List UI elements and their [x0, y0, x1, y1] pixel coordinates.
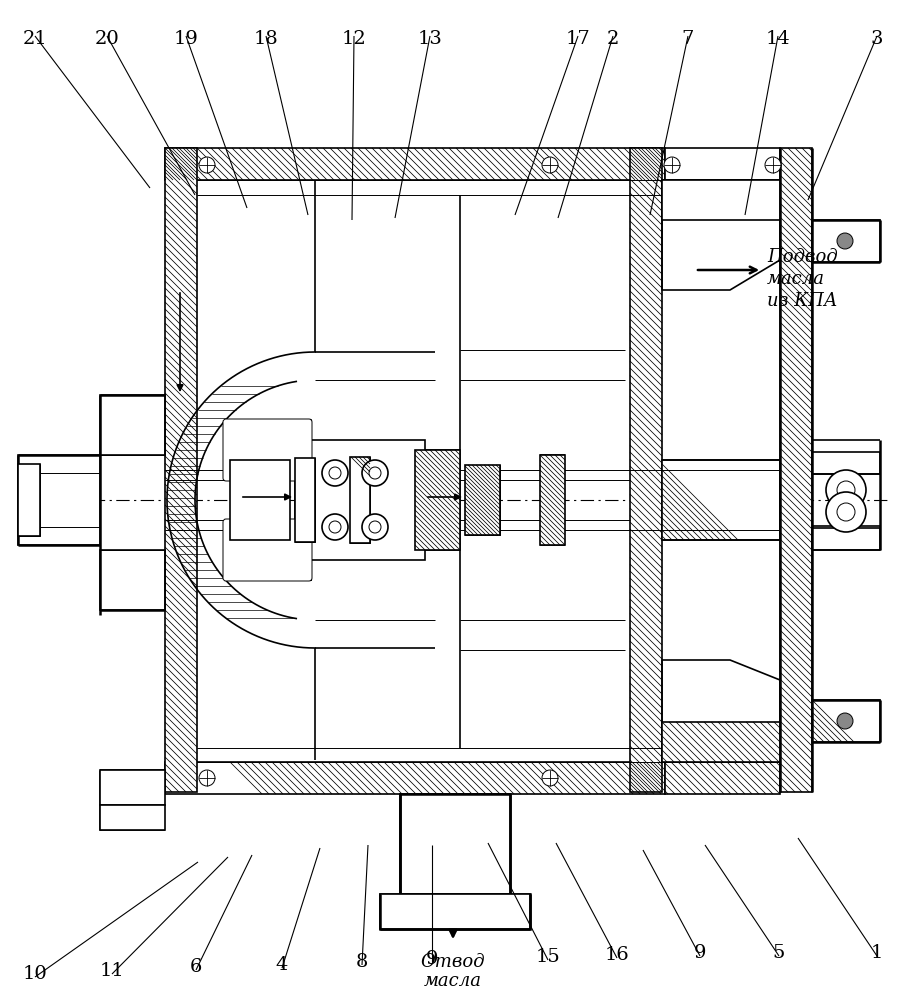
Bar [662, 180, 780, 220]
Text: 16: 16 [604, 946, 630, 964]
Text: 11: 11 [100, 962, 124, 980]
Text: 20: 20 [94, 30, 120, 48]
Circle shape [329, 521, 341, 533]
Circle shape [199, 770, 215, 786]
Circle shape [837, 713, 853, 729]
Circle shape [362, 460, 388, 486]
Circle shape [362, 514, 388, 540]
Bar [295, 458, 315, 542]
Bar [350, 457, 370, 543]
Circle shape [369, 521, 381, 533]
Text: 8: 8 [356, 953, 368, 971]
Bar [100, 550, 165, 610]
Text: 9: 9 [426, 950, 439, 968]
Bar [662, 460, 780, 540]
Bar [100, 770, 165, 805]
Text: 3: 3 [871, 30, 883, 48]
Bar [630, 148, 662, 792]
Bar [165, 762, 665, 794]
Text: Отвод: Отвод [420, 953, 486, 971]
FancyBboxPatch shape [223, 519, 312, 581]
Bar [18, 464, 40, 536]
Text: 7: 7 [682, 30, 694, 48]
Circle shape [837, 481, 855, 499]
Text: 18: 18 [254, 30, 278, 48]
Bar [295, 440, 425, 560]
Text: Подвод: Подвод [767, 248, 838, 266]
Bar [400, 794, 510, 894]
Bar [812, 452, 880, 474]
Text: 13: 13 [418, 30, 442, 48]
Text: 21: 21 [23, 30, 47, 48]
Bar [540, 455, 565, 545]
Text: 14: 14 [766, 30, 790, 48]
Bar [100, 395, 165, 455]
Text: 10: 10 [23, 965, 47, 983]
Text: 1: 1 [871, 944, 883, 962]
Bar [226, 420, 311, 480]
Bar [780, 148, 812, 792]
Circle shape [542, 770, 558, 786]
Text: 12: 12 [342, 30, 366, 48]
Text: 6: 6 [190, 958, 202, 976]
Text: масла: масла [767, 270, 825, 288]
Bar [165, 148, 665, 180]
Bar [812, 528, 880, 550]
Text: 4: 4 [275, 956, 288, 974]
Text: 19: 19 [174, 30, 198, 48]
Circle shape [837, 233, 853, 249]
Circle shape [837, 503, 855, 521]
Text: 9: 9 [694, 944, 707, 962]
Text: 5: 5 [773, 944, 786, 962]
Circle shape [329, 467, 341, 479]
Bar [226, 420, 311, 480]
Text: 15: 15 [535, 948, 561, 966]
Bar [18, 455, 100, 545]
Text: из КПА: из КПА [767, 292, 837, 310]
FancyBboxPatch shape [223, 419, 312, 481]
Bar [350, 457, 370, 543]
Bar [400, 794, 510, 894]
Bar [665, 762, 780, 794]
Circle shape [664, 157, 680, 173]
Bar [812, 700, 880, 742]
Circle shape [826, 470, 866, 510]
Bar [465, 465, 500, 535]
Bar [100, 805, 165, 830]
Circle shape [765, 157, 781, 173]
Bar [812, 220, 880, 262]
Bar [226, 520, 311, 580]
Bar [230, 460, 290, 540]
Bar [415, 450, 460, 550]
Bar [226, 520, 311, 580]
Circle shape [542, 157, 558, 173]
Bar [380, 894, 530, 929]
Text: 2: 2 [607, 30, 619, 48]
Bar [465, 465, 500, 535]
Circle shape [826, 492, 866, 532]
Bar [295, 458, 315, 542]
Bar [662, 722, 780, 762]
Text: масла: масла [424, 972, 482, 990]
Circle shape [322, 514, 348, 540]
Text: 17: 17 [565, 30, 591, 48]
Circle shape [199, 157, 215, 173]
Bar [665, 148, 780, 180]
Bar [380, 894, 530, 929]
Bar [165, 148, 197, 792]
Circle shape [369, 467, 381, 479]
Circle shape [322, 460, 348, 486]
